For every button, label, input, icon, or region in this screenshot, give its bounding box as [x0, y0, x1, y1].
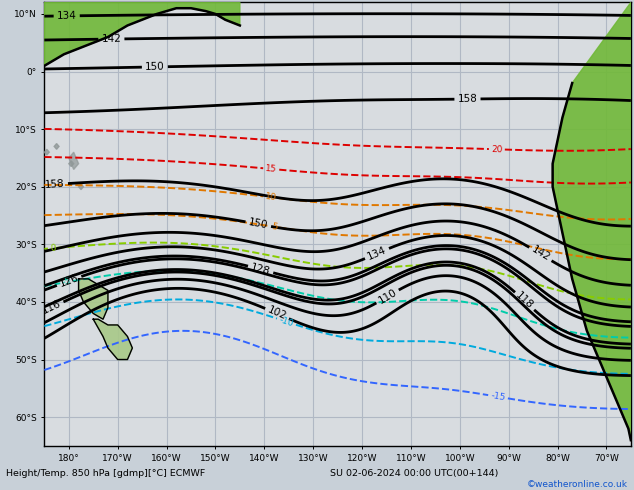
Text: -10: -10: [278, 315, 295, 328]
Text: 128: 128: [250, 262, 271, 277]
Polygon shape: [553, 2, 631, 440]
Text: 126: 126: [58, 273, 80, 289]
Text: SU 02-06-2024 00:00 UTC(00+144): SU 02-06-2024 00:00 UTC(00+144): [330, 469, 498, 478]
Text: 158: 158: [45, 179, 65, 190]
Text: 150: 150: [248, 218, 269, 231]
Text: 158: 158: [458, 94, 477, 104]
Text: 142: 142: [529, 245, 552, 264]
Polygon shape: [69, 152, 79, 170]
Polygon shape: [93, 319, 133, 360]
Text: 134: 134: [56, 11, 77, 21]
Text: 142: 142: [101, 34, 121, 44]
Text: 134: 134: [366, 245, 388, 262]
Text: 10: 10: [265, 192, 278, 202]
Text: 116: 116: [41, 298, 63, 316]
Text: 110: 110: [377, 287, 399, 306]
Text: 102: 102: [266, 305, 288, 322]
Text: 15: 15: [265, 164, 277, 174]
Text: 5: 5: [271, 222, 278, 232]
Text: 20: 20: [491, 145, 503, 154]
Text: 0: 0: [49, 244, 56, 253]
Text: 118: 118: [514, 291, 535, 312]
Text: -15: -15: [490, 391, 506, 402]
Text: 150: 150: [145, 62, 165, 72]
Text: ©weatheronline.co.uk: ©weatheronline.co.uk: [527, 480, 628, 489]
Polygon shape: [44, 2, 240, 66]
Polygon shape: [79, 279, 108, 319]
Polygon shape: [79, 184, 84, 190]
Polygon shape: [69, 161, 74, 167]
Polygon shape: [44, 149, 49, 155]
Polygon shape: [54, 144, 59, 149]
Text: Height/Temp. 850 hPa [gdmp][°C] ECMWF: Height/Temp. 850 hPa [gdmp][°C] ECMWF: [6, 469, 205, 478]
Text: -5: -5: [61, 277, 72, 287]
